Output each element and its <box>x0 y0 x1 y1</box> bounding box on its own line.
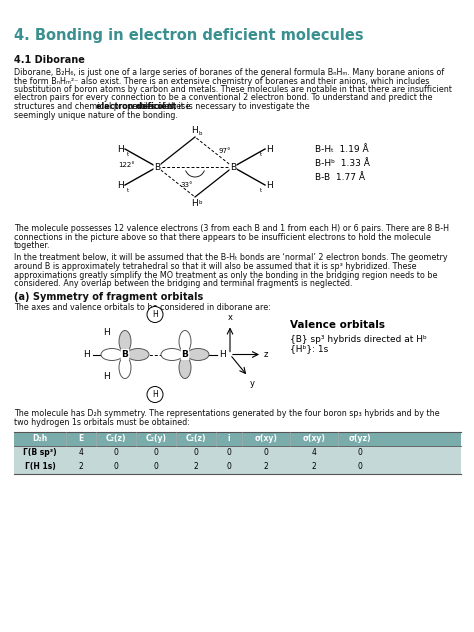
Text: structures and chemical properties of these: structures and chemical properties of th… <box>14 102 193 111</box>
Ellipse shape <box>161 348 183 360</box>
Text: 2: 2 <box>193 462 199 471</box>
Text: i: i <box>228 434 230 443</box>
Text: 122°: 122° <box>118 162 135 168</box>
Text: substitution of boron atoms by carbon and metals. These molecules are notable in: substitution of boron atoms by carbon an… <box>14 85 452 94</box>
Ellipse shape <box>187 348 209 360</box>
Text: 0: 0 <box>193 448 199 457</box>
Text: 0: 0 <box>154 462 158 471</box>
Text: H: H <box>83 350 91 359</box>
Text: electron pairs for every connection to be a conventional 2 electron bond. To und: electron pairs for every connection to b… <box>14 94 432 102</box>
Text: 33°: 33° <box>181 182 193 188</box>
Text: t: t <box>260 188 262 193</box>
Text: σ(xy): σ(xy) <box>255 434 277 443</box>
Text: 4: 4 <box>79 448 83 457</box>
Text: B: B <box>182 350 189 359</box>
Text: C₂(z): C₂(z) <box>106 434 126 443</box>
Text: B-Hᵇ  1.33 Å: B-Hᵇ 1.33 Å <box>315 159 370 168</box>
Text: 4.1 Diborane: 4.1 Diborane <box>14 55 85 65</box>
Bar <box>14 459 461 473</box>
Text: approximations greatly simplify the MO treatment as only the bonding in the brid: approximations greatly simplify the MO t… <box>14 270 438 279</box>
Text: B: B <box>121 350 128 359</box>
Text: 0: 0 <box>114 448 118 457</box>
Text: 0: 0 <box>357 448 362 457</box>
Text: seemingly unique nature of the bonding.: seemingly unique nature of the bonding. <box>14 111 178 119</box>
Text: The axes and valence orbitals to be considered in diborane are:: The axes and valence orbitals to be cons… <box>14 303 271 312</box>
Text: σ(yz): σ(yz) <box>348 434 371 443</box>
Text: Γ(B sp³): Γ(B sp³) <box>23 448 57 457</box>
Bar <box>14 446 461 459</box>
Ellipse shape <box>119 331 131 353</box>
Ellipse shape <box>101 348 123 360</box>
Text: 0: 0 <box>114 462 118 471</box>
Ellipse shape <box>179 356 191 379</box>
Text: z: z <box>264 350 268 359</box>
Text: 0: 0 <box>357 462 362 471</box>
Text: {Hᵇ}: 1s: {Hᵇ}: 1s <box>290 344 328 353</box>
Text: x: x <box>228 312 233 322</box>
Text: two hydrogen 1s orbitals must be obtained:: two hydrogen 1s orbitals must be obtaine… <box>14 418 190 427</box>
Ellipse shape <box>179 331 191 353</box>
Text: H: H <box>191 126 199 135</box>
Text: around B is approximately tetrahedral so that it will also be assumed that it is: around B is approximately tetrahedral so… <box>14 262 417 271</box>
Text: σ(xy): σ(xy) <box>302 434 326 443</box>
Text: Diborane, B₂H₆, is just one of a large series of boranes of the general formula : Diborane, B₂H₆, is just one of a large s… <box>14 68 444 77</box>
Circle shape <box>147 307 163 322</box>
Text: b: b <box>199 200 202 205</box>
Text: H: H <box>266 145 273 154</box>
Text: t: t <box>127 188 129 193</box>
Text: 97°: 97° <box>219 148 231 154</box>
Text: The molecule has D₂h symmetry. The representations generated by the four boron s: The molecule has D₂h symmetry. The repre… <box>14 410 439 418</box>
Text: C₂(y): C₂(y) <box>146 434 166 443</box>
Text: 4. Bonding in electron deficient molecules: 4. Bonding in electron deficient molecul… <box>14 28 364 43</box>
Text: connections in the picture above so that there appears to be insufficient electr: connections in the picture above so that… <box>14 233 431 241</box>
Text: t: t <box>127 152 129 157</box>
Ellipse shape <box>127 348 149 360</box>
Text: B: B <box>230 162 236 171</box>
Text: H: H <box>152 310 158 319</box>
Text: 0: 0 <box>227 462 231 471</box>
Text: C₂(z): C₂(z) <box>186 434 206 443</box>
Circle shape <box>147 387 163 403</box>
Text: 0: 0 <box>264 448 268 457</box>
Text: H: H <box>117 181 124 190</box>
Text: Valence orbitals: Valence orbitals <box>290 320 385 331</box>
Text: H: H <box>104 328 110 337</box>
Text: considered. Any overlap between the bridging and terminal fragments is neglected: considered. Any overlap between the brid… <box>14 279 353 288</box>
Text: E: E <box>78 434 83 443</box>
Text: H: H <box>117 145 124 154</box>
Text: 0: 0 <box>227 448 231 457</box>
Text: D₂h: D₂h <box>32 434 47 443</box>
Text: B-B  1.77 Å: B-B 1.77 Å <box>315 173 365 182</box>
Text: B: B <box>154 162 160 171</box>
Bar <box>14 432 461 446</box>
Text: 4: 4 <box>311 448 317 457</box>
Text: 2: 2 <box>79 462 83 471</box>
Text: y: y <box>250 379 255 389</box>
Text: H: H <box>104 372 110 381</box>
Text: H: H <box>191 199 199 208</box>
Text: electron deficient: electron deficient <box>96 102 176 111</box>
Text: 0: 0 <box>154 448 158 457</box>
Text: H: H <box>219 350 227 359</box>
Text: B-Hₜ  1.19 Å: B-Hₜ 1.19 Å <box>315 145 369 154</box>
Text: the form BₙHₘ²⁻ also exist. There is an extensive chemistry of boranes and their: the form BₙHₘ²⁻ also exist. There is an … <box>14 76 429 85</box>
Text: Γ(H 1s): Γ(H 1s) <box>25 462 55 471</box>
Text: b: b <box>199 131 202 136</box>
Text: H: H <box>266 181 273 190</box>
Text: molecules, it is necessary to investigate the: molecules, it is necessary to investigat… <box>130 102 310 111</box>
Text: H: H <box>152 390 158 399</box>
Text: 2: 2 <box>264 462 268 471</box>
Text: t: t <box>260 152 262 157</box>
Text: (a) Symmetry of fragment orbitals: (a) Symmetry of fragment orbitals <box>14 293 203 303</box>
Text: {B} sp³ hybrids directed at Hᵇ: {B} sp³ hybrids directed at Hᵇ <box>290 334 427 344</box>
Text: together.: together. <box>14 241 51 250</box>
Ellipse shape <box>119 356 131 379</box>
Text: In the treatment below, it will be assumed that the B-Hₜ bonds are ‘normal’ 2 el: In the treatment below, it will be assum… <box>14 253 447 262</box>
Text: 2: 2 <box>311 462 316 471</box>
Text: The molecule possesses 12 valence electrons (3 from each B and 1 from each H) or: The molecule possesses 12 valence electr… <box>14 224 449 233</box>
